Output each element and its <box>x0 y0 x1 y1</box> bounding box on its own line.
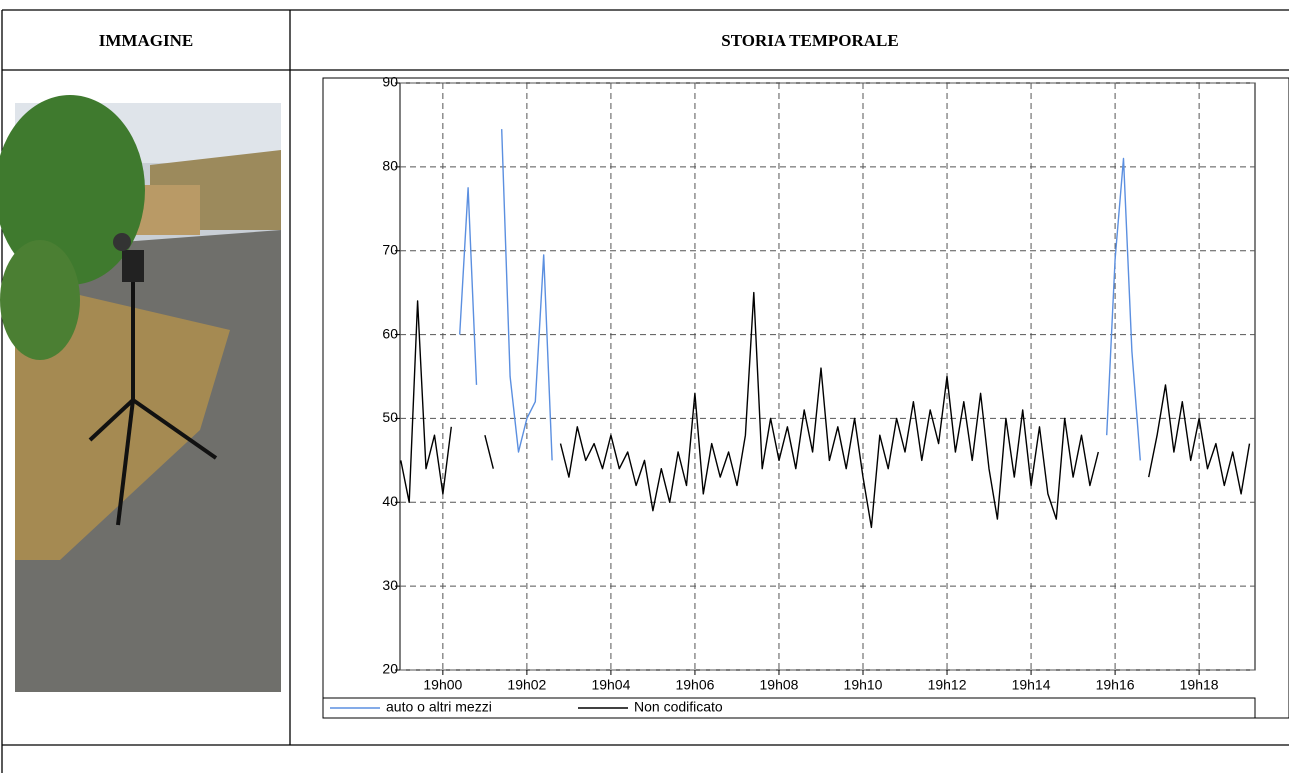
photo <box>0 95 281 692</box>
x-tick-label: 19h08 <box>760 677 799 693</box>
x-tick-label: 19h18 <box>1180 677 1219 693</box>
y-tick-label: 70 <box>382 241 398 257</box>
y-tick-label: 40 <box>382 493 398 509</box>
y-tick-label: 90 <box>382 74 398 90</box>
series-line <box>400 291 1251 529</box>
x-tick-label: 19h12 <box>928 677 967 693</box>
legend-box <box>322 697 1256 719</box>
legend-label: Non codificato <box>634 699 723 715</box>
y-tick-label: 20 <box>382 661 398 677</box>
plot-area <box>399 82 1256 671</box>
y-tick-label: 50 <box>382 409 398 425</box>
y-tick-label: 80 <box>382 158 398 174</box>
x-tick-label: 19h00 <box>423 677 462 693</box>
x-tick-label: 19h04 <box>591 677 630 693</box>
y-tick-label: 30 <box>382 577 398 593</box>
column-header: IMMAGINE <box>99 31 193 50</box>
column-header: STORIA TEMPORALE <box>721 31 898 50</box>
x-tick-label: 19h10 <box>844 677 883 693</box>
table-frame <box>1 9 1289 773</box>
x-tick-label: 19h06 <box>675 677 714 693</box>
chart: 20 30 40 50 60 70 80 90 19h00 19h02 19h04 19h06 19h0… <box>322 74 1289 719</box>
y-tick-label: 60 <box>382 325 398 341</box>
legend-label: auto o altri mezzi <box>386 699 492 715</box>
chart-frame <box>322 77 1289 719</box>
x-tick-label: 19h16 <box>1096 677 1135 693</box>
x-tick-label: 19h14 <box>1012 677 1051 693</box>
series-line <box>459 129 1141 461</box>
x-tick-label: 19h02 <box>507 677 546 693</box>
